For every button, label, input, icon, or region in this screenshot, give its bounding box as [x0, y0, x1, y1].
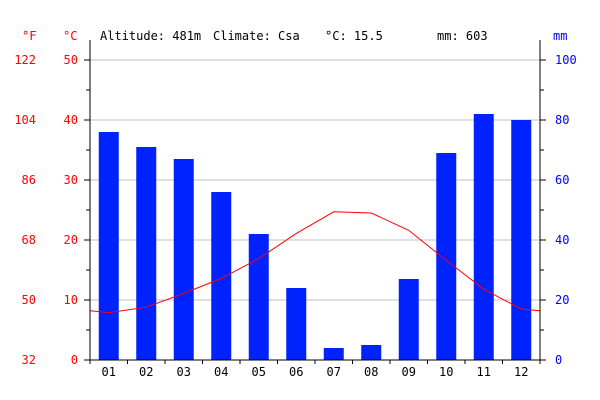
celsius-tick-label: 10: [64, 293, 78, 307]
precip-tick-label: 80: [555, 113, 569, 127]
precip-tick-label: 100: [555, 53, 577, 67]
month-tick-label: 12: [514, 365, 528, 379]
fahrenheit-tick-label: 122: [14, 53, 36, 67]
month-tick-label: 08: [364, 365, 378, 379]
precip-tick-label: 20: [555, 293, 569, 307]
total-precip-label: mm: 603: [437, 29, 488, 43]
precip-bar: [173, 159, 194, 360]
precip-bar: [361, 345, 382, 360]
precip-bar: [136, 147, 157, 360]
unit-mm-label: mm: [553, 29, 567, 43]
unit-fahrenheit-label: °F: [22, 29, 36, 43]
precip-bar: [473, 114, 494, 360]
month-tick-label: 11: [477, 365, 491, 379]
celsius-tick-label: 50: [64, 53, 78, 67]
precip-bar: [323, 348, 344, 360]
fahrenheit-tick-label: 86: [22, 173, 36, 187]
altitude-label: Altitude: 481m: [100, 29, 201, 43]
month-tick-label: 03: [177, 365, 191, 379]
fahrenheit-tick-label: 32: [22, 353, 36, 367]
month-tick-label: 02: [139, 365, 153, 379]
precip-bar: [436, 153, 457, 360]
month-tick-label: 05: [252, 365, 266, 379]
month-tick-label: 10: [439, 365, 453, 379]
precipitation-bars: [98, 114, 532, 360]
month-tick-label: 04: [214, 365, 228, 379]
celsius-tick-label: 0: [71, 353, 78, 367]
celsius-tick-label: 40: [64, 113, 78, 127]
fahrenheit-tick-label: 68: [22, 233, 36, 247]
gridlines: [90, 59, 540, 301]
climate-label: Climate: Csa: [213, 29, 300, 43]
celsius-tick-label: 30: [64, 173, 78, 187]
month-tick-label: 07: [327, 365, 341, 379]
mean-temp-label: °C: 15.5: [325, 29, 383, 43]
precip-bar: [398, 279, 419, 360]
precip-bar: [211, 192, 232, 360]
precip-bar: [248, 234, 269, 360]
precip-bar: [511, 120, 532, 360]
month-tick-label: 06: [289, 365, 303, 379]
axes: [84, 40, 546, 364]
unit-celsius-label: °C: [63, 29, 77, 43]
precip-bar: [98, 132, 119, 360]
temperature-line-group: [89, 211, 541, 314]
celsius-tick-label: 20: [64, 233, 78, 247]
precip-bar: [286, 288, 307, 360]
temperature-line: [89, 211, 541, 314]
month-tick-label: 01: [102, 365, 116, 379]
month-tick-label: 09: [402, 365, 416, 379]
fahrenheit-tick-label: 50: [22, 293, 36, 307]
precip-tick-label: 40: [555, 233, 569, 247]
fahrenheit-tick-label: 104: [14, 113, 36, 127]
precip-tick-label: 0: [555, 353, 562, 367]
precip-tick-label: 60: [555, 173, 569, 187]
